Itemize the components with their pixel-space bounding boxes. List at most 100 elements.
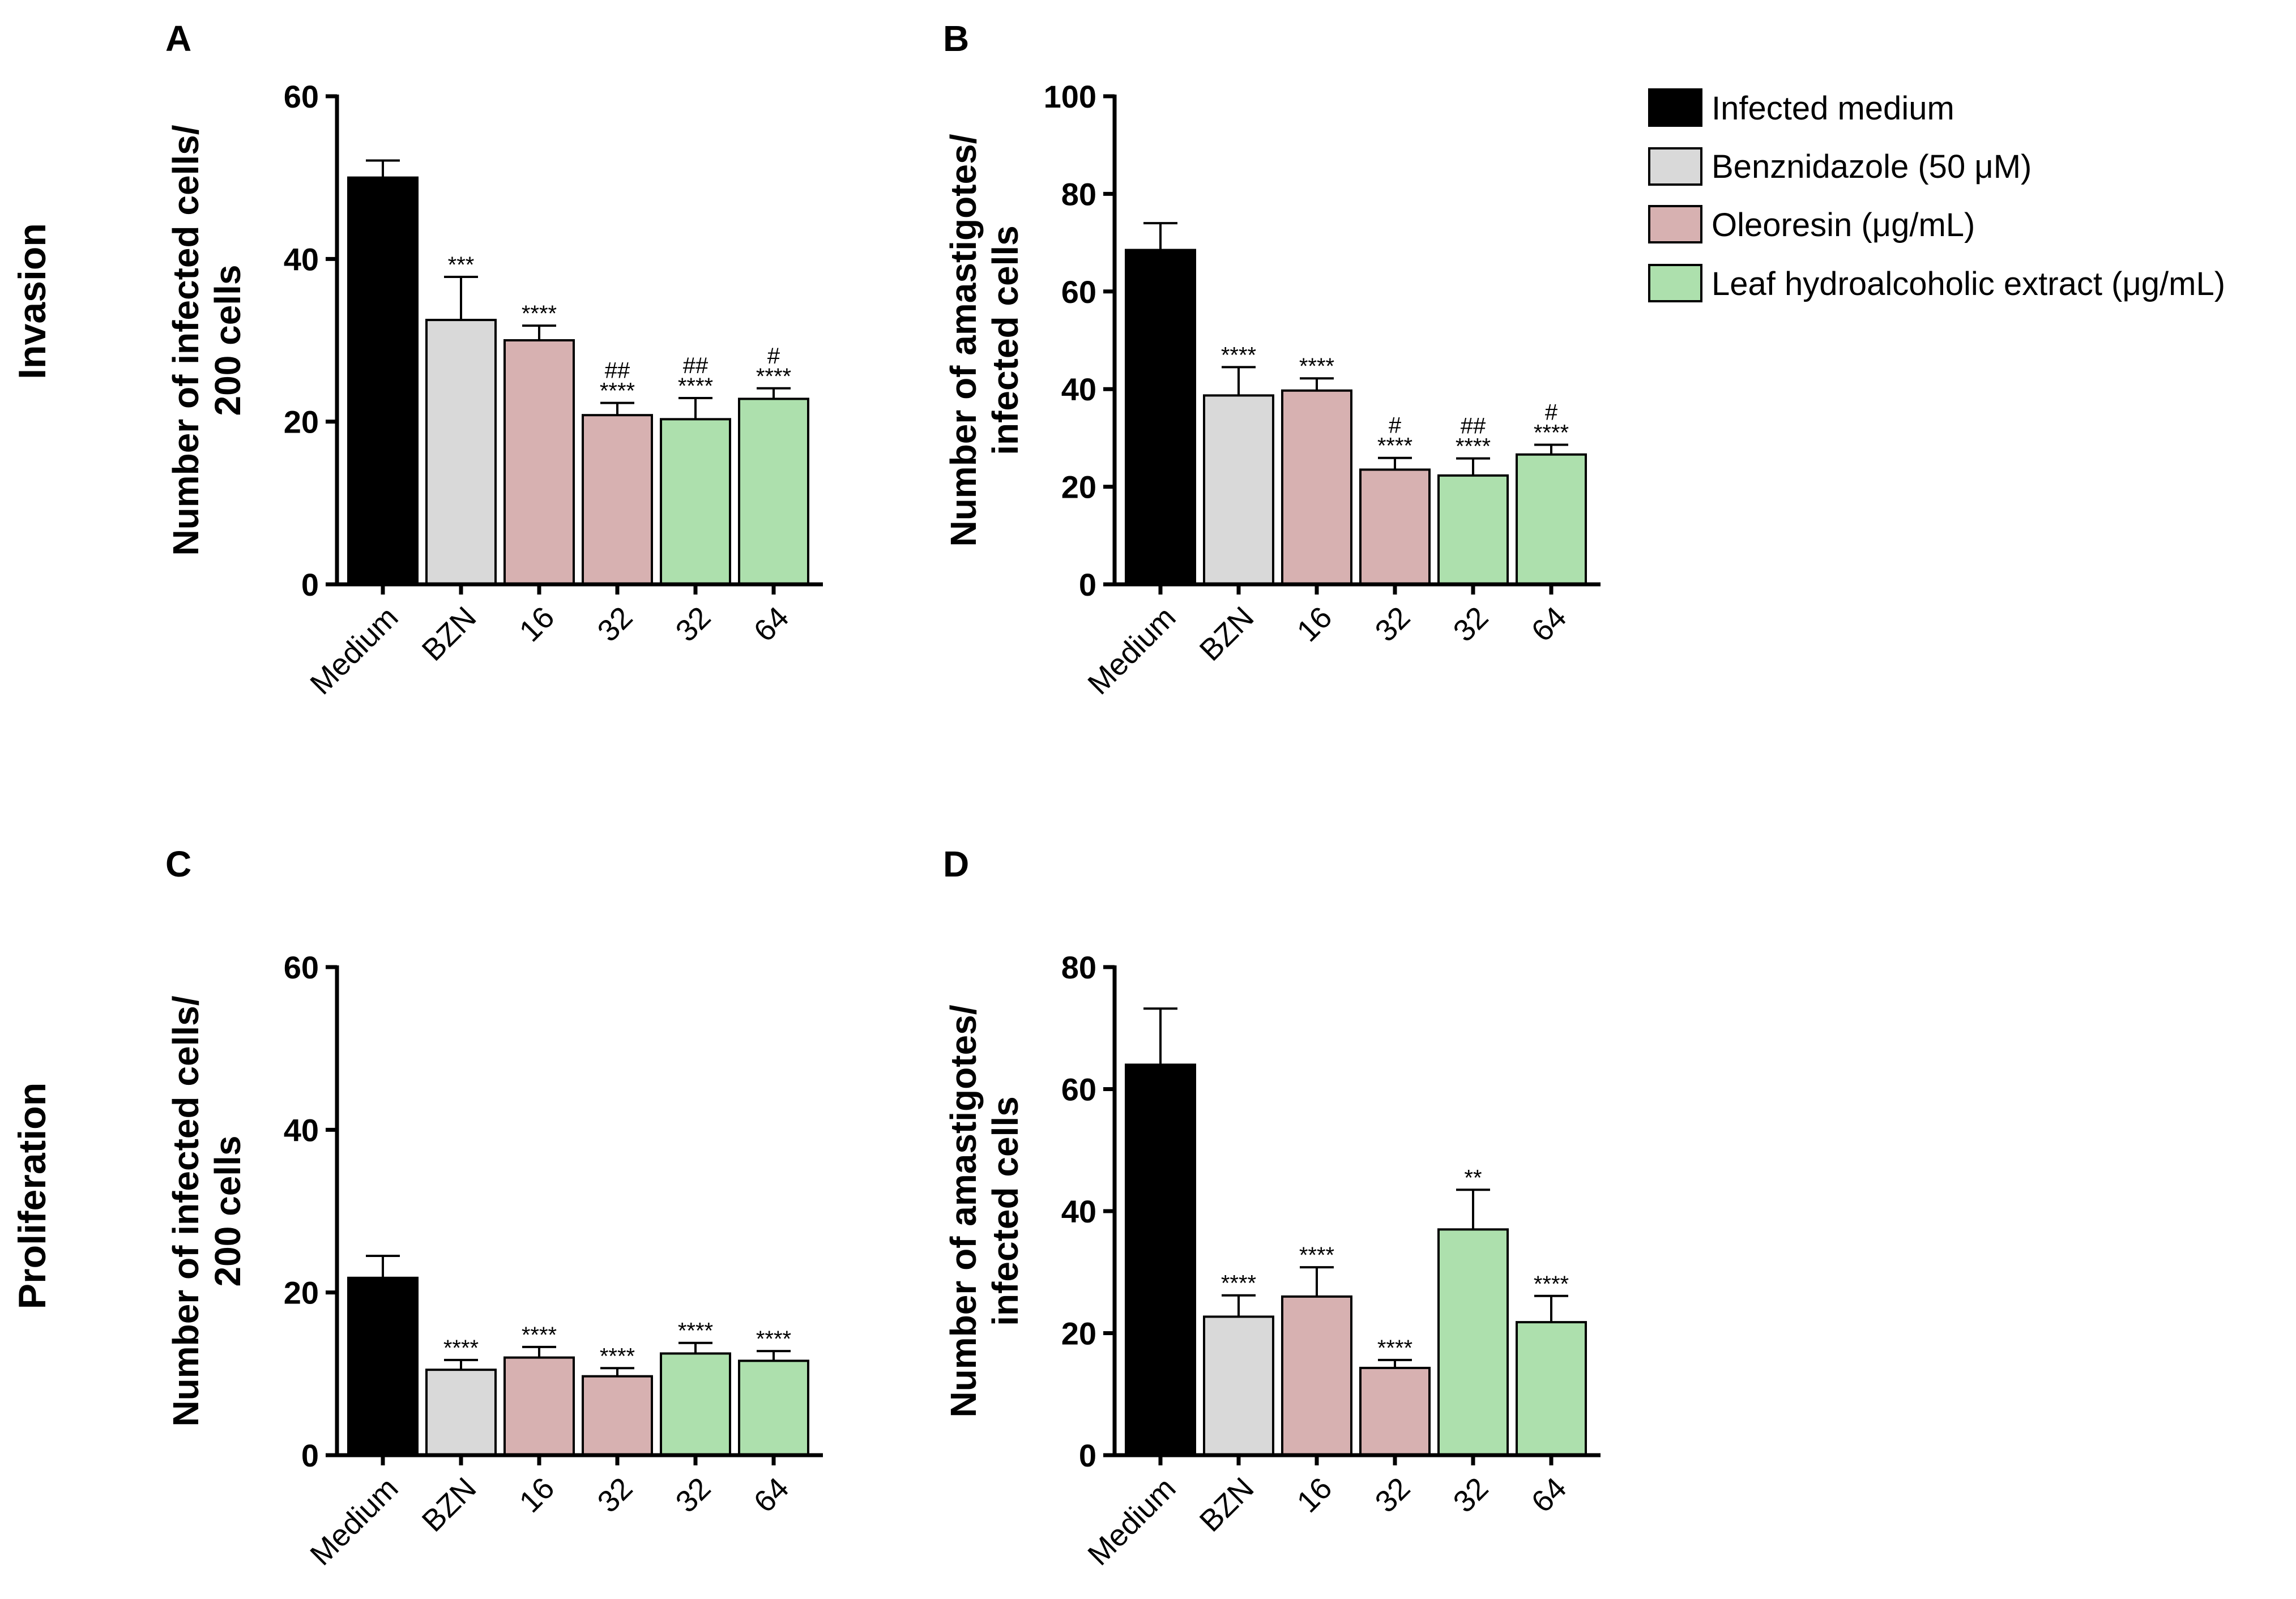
panel-letter: C xyxy=(165,844,191,884)
category-label: 64 xyxy=(748,1471,796,1519)
category-label: Medium xyxy=(304,1471,404,1572)
category-label: BZN xyxy=(1193,1471,1261,1538)
bar xyxy=(347,1276,419,1456)
legend-swatch-infected-medium xyxy=(1648,88,1702,127)
y-axis-title: Number of amastigotes/ xyxy=(943,134,984,546)
panel-letter: A xyxy=(165,18,191,59)
bar xyxy=(1281,389,1352,585)
y-tick-label: 0 xyxy=(1079,567,1096,602)
y-tick-label: 80 xyxy=(1061,176,1096,212)
panel-letter: D xyxy=(943,844,969,884)
legend-label-oleoresin: Oleoresin (μg/mL) xyxy=(1712,207,1975,243)
y-axis-title: infected cells xyxy=(985,1096,1026,1326)
significance-label: **** xyxy=(1534,1272,1569,1297)
y-tick-label: 20 xyxy=(1061,1316,1096,1352)
y-tick-label: 20 xyxy=(284,1275,319,1311)
category-label: 32 xyxy=(1369,1471,1417,1519)
legend-swatch-benznidazole xyxy=(1648,147,1702,186)
significance-label: **** xyxy=(1221,343,1256,367)
significance-label: **** xyxy=(756,364,791,389)
legend-label-benznidazole: Benznidazole (50 μM) xyxy=(1712,148,2032,185)
bar xyxy=(1203,394,1274,585)
bar xyxy=(582,414,653,585)
category-label: BZN xyxy=(1193,600,1261,668)
significance-label: # xyxy=(1389,413,1402,438)
bar xyxy=(1437,474,1509,585)
bar xyxy=(503,339,575,585)
significance-label: **** xyxy=(600,1344,635,1369)
significance-label: **** xyxy=(600,379,635,404)
significance-label: **** xyxy=(756,1327,791,1352)
bar-chart-c: Medium **** BZN **** 16 **** 32 **** 32 **** 64 0 20… xyxy=(165,950,823,1572)
category-label: Medium xyxy=(1081,1471,1182,1572)
y-tick-label: 60 xyxy=(284,79,319,114)
y-axis-title: Number of amastigotes/ xyxy=(943,1004,984,1417)
bar xyxy=(347,176,419,585)
bar-chart-b: Medium****BZN****16#****32##****32#****6… xyxy=(943,79,1601,701)
y-tick-label: 100 xyxy=(1044,79,1096,114)
y-axis-title: 200 cells xyxy=(207,1136,248,1287)
panel-c: C Medium **** BZN **** 16 **** 32 **** 32 **** 64 0… xyxy=(165,844,823,1572)
significance-label: **** xyxy=(443,1336,479,1361)
significance-label: ## xyxy=(1461,414,1486,439)
significance-label: **** xyxy=(522,301,557,326)
significance-label: **** xyxy=(1221,1271,1256,1296)
bar xyxy=(738,1359,809,1457)
significance-label: ## xyxy=(605,358,630,383)
bar xyxy=(660,418,731,586)
y-tick-label: 20 xyxy=(1061,469,1096,505)
category-label: 64 xyxy=(748,600,796,648)
y-tick-label: 60 xyxy=(284,950,319,985)
legend-swatch-oleoresin xyxy=(1648,205,1702,243)
panel-letter: B xyxy=(943,18,969,59)
category-label: 16 xyxy=(513,1471,561,1519)
significance-label: ** xyxy=(1464,1165,1482,1190)
significance-label: **** xyxy=(522,1323,557,1348)
y-tick-label: 40 xyxy=(284,1112,319,1148)
bar xyxy=(1125,1063,1196,1456)
y-tick-label: 40 xyxy=(1061,371,1096,407)
bar-chart-a: Medium***BZN****16##****32##****32#****6… xyxy=(165,79,823,701)
significance-label: **** xyxy=(1377,1336,1412,1361)
category-label: 64 xyxy=(1525,1471,1573,1519)
significance-label: **** xyxy=(1299,354,1334,379)
bar-chart-d: Medium **** BZN **** 16 **** 32 ** 32 **** 64 0 20 40… xyxy=(943,950,1601,1572)
significance-label: ## xyxy=(683,353,709,378)
legend-label-infected-medium: Infected medium xyxy=(1712,90,1954,127)
bar xyxy=(425,1369,497,1456)
category-label: 32 xyxy=(1447,1471,1495,1519)
bar xyxy=(425,319,497,585)
panel-d: D Medium **** BZN **** 16 **** 32 ** 32 **** 64 0 20… xyxy=(943,844,1601,1572)
y-tick-label: 40 xyxy=(284,241,319,277)
bar xyxy=(503,1356,575,1457)
y-tick-label: 60 xyxy=(1061,274,1096,310)
category-label: 16 xyxy=(513,600,561,648)
category-label: 16 xyxy=(1291,1471,1339,1519)
category-label: 16 xyxy=(1291,600,1339,648)
significance-label: **** xyxy=(678,1319,713,1344)
y-tick-label: 0 xyxy=(1079,1438,1096,1473)
bar xyxy=(1359,468,1431,585)
bar xyxy=(582,1375,653,1456)
bar xyxy=(1437,1228,1509,1456)
legend-label-leaf-extract: Leaf hydroalcoholic extract (μg/mL) xyxy=(1712,266,2225,302)
category-label: 32 xyxy=(1369,600,1417,648)
y-tick-label: 40 xyxy=(1061,1194,1096,1229)
bar xyxy=(660,1352,731,1457)
bar xyxy=(1203,1315,1274,1456)
significance-label: **** xyxy=(1377,434,1412,459)
row-label-proliferation: Proliferation xyxy=(11,1083,54,1310)
y-axis-title: Number of infected cells/ xyxy=(165,125,206,555)
legend: Infected medium Benznidazole (50 μM) Ole… xyxy=(1648,88,2225,302)
category-label: 32 xyxy=(591,600,639,648)
panel-a: A Medium***BZN****16##****32##****32#***… xyxy=(165,18,823,701)
y-tick-label: 0 xyxy=(301,567,319,602)
bar xyxy=(1516,453,1587,586)
category-label: 32 xyxy=(669,600,718,648)
panel-b: B Medium****BZN****16#****32##****32#***… xyxy=(943,18,1601,701)
y-tick-label: 20 xyxy=(284,404,319,440)
significance-label: **** xyxy=(1456,434,1491,459)
category-label: Medium xyxy=(1081,600,1182,701)
significance-label: **** xyxy=(1299,1243,1334,1268)
